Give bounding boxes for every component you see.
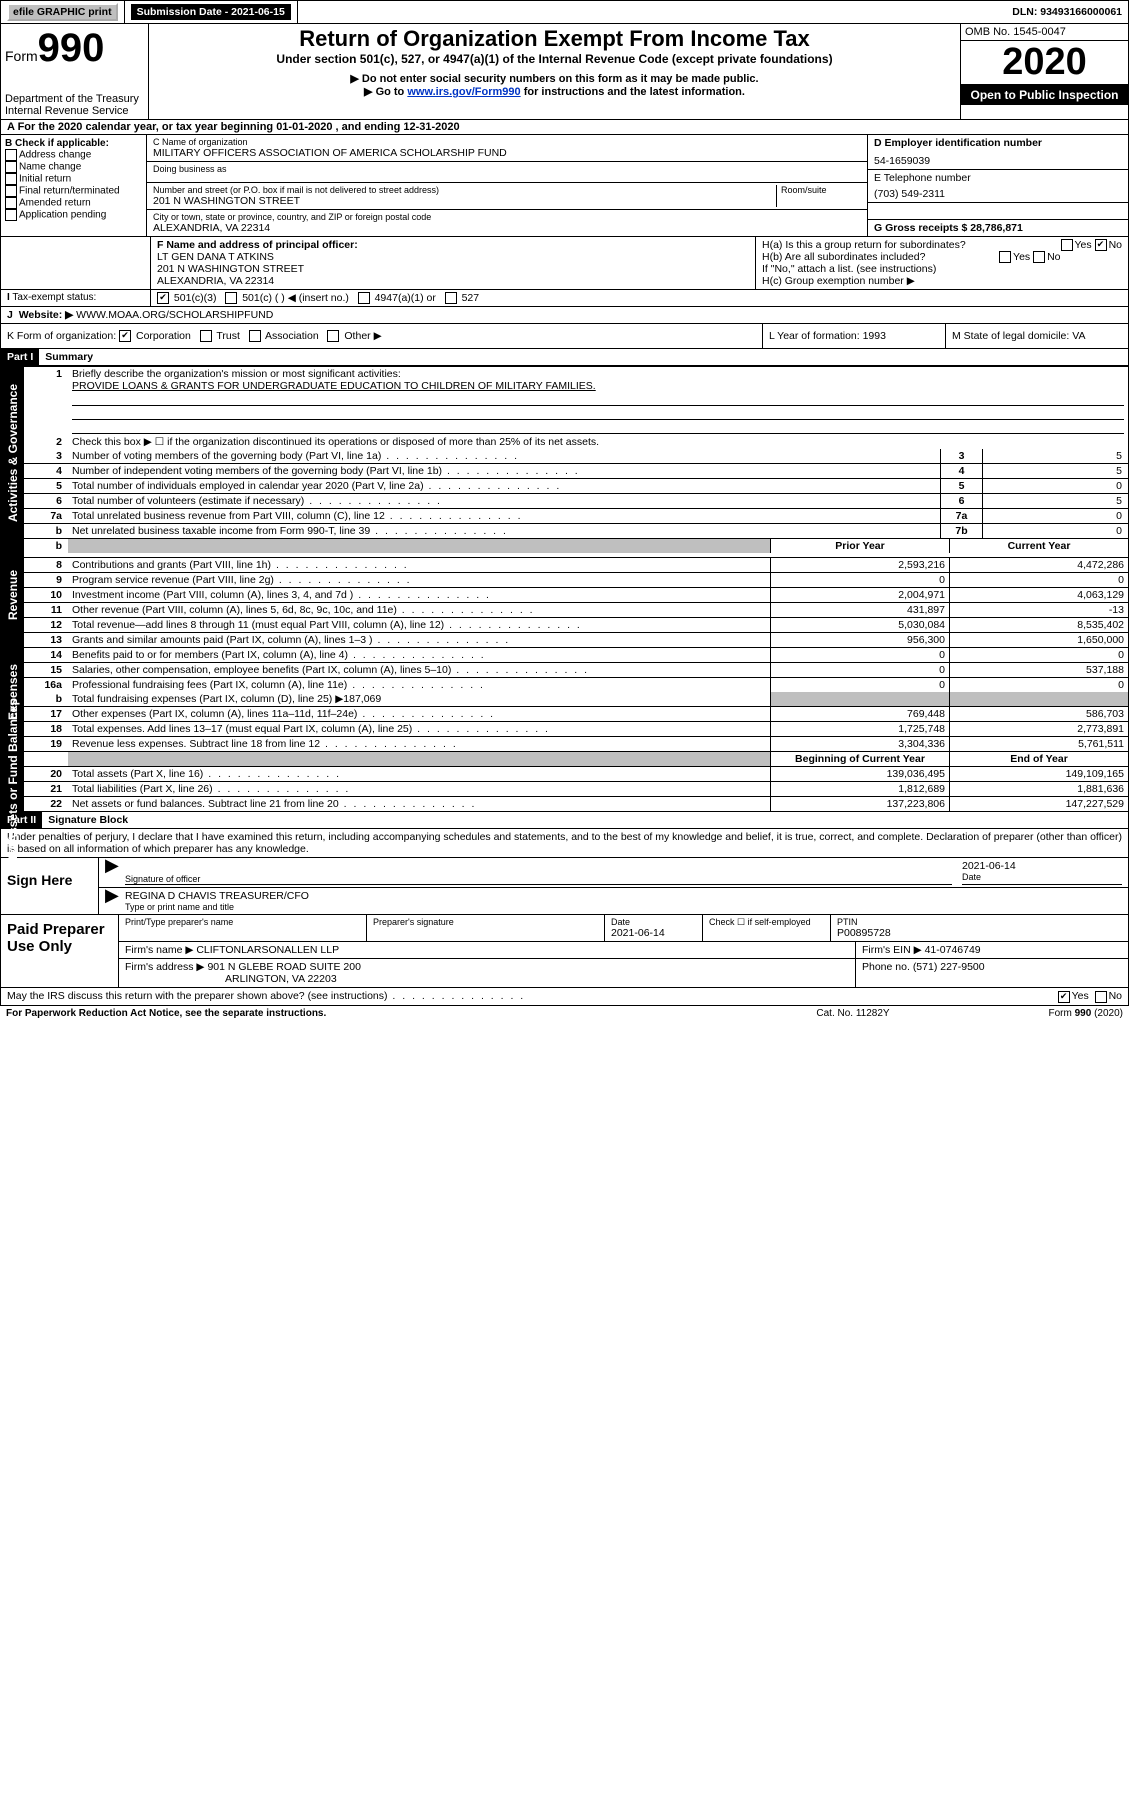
- officer-name: REGINA D CHAVIS TREASURER/CFO: [125, 890, 1122, 902]
- page-footer: For Paperwork Reduction Act Notice, see …: [0, 1006, 1129, 1021]
- dept-label: Department of the Treasury: [5, 93, 142, 105]
- perjury-text: Under penalties of perjury, I declare th…: [0, 829, 1129, 858]
- summary-row: 7a Total unrelated business revenue from…: [24, 509, 1128, 524]
- header-center: Return of Organization Exempt From Incom…: [149, 24, 961, 119]
- row-klm: K Form of organization: Corporation Trus…: [0, 324, 1129, 349]
- phone-label: E Telephone number: [874, 172, 1122, 184]
- ein-value: 54-1659039: [874, 155, 1122, 167]
- part1-header: Part I Summary: [0, 349, 1129, 366]
- form-header: Form990 Department of the Treasury Inter…: [0, 24, 1129, 120]
- form-subtitle: Under section 501(c), 527, or 4947(a)(1)…: [155, 52, 954, 66]
- summary-row: 21 Total liabilities (Part X, line 26) 1…: [24, 782, 1128, 797]
- phone-value: (703) 549-2311: [874, 188, 1122, 200]
- city-state-zip: ALEXANDRIA, VA 22314: [153, 222, 861, 234]
- spacer-left: [1, 237, 151, 289]
- summary-row: 18 Total expenses. Add lines 13–17 (must…: [24, 722, 1128, 737]
- expenses-section: Expenses 13 Grants and similar amounts p…: [0, 633, 1129, 752]
- summary-row: 9 Program service revenue (Part VIII, li…: [24, 573, 1128, 588]
- summary: Activities & Governance 1 Briefly descri…: [0, 366, 1129, 539]
- row-j: J Website: ▶ WWW.MOAA.ORG/SCHOLARSHIPFUN…: [0, 307, 1129, 324]
- row-f-h: F Name and address of principal officer:…: [0, 237, 1129, 290]
- firm-name: CLIFTONLARSONALLEN LLP: [196, 944, 339, 956]
- vtab-blank: [1, 539, 24, 557]
- summary-row: 15 Salaries, other compensation, employe…: [24, 663, 1128, 678]
- irs-discuss: May the IRS discuss this return with the…: [0, 988, 1129, 1005]
- irs-label: Internal Revenue Service: [5, 105, 142, 117]
- summary-row: 5 Total number of individuals employed i…: [24, 479, 1128, 494]
- submission-date: Submission Date - 2021-06-15: [125, 1, 298, 23]
- dba-label: Doing business as: [153, 164, 861, 174]
- summary-row: 12 Total revenue—add lines 8 through 11 …: [24, 618, 1128, 632]
- header-right: OMB No. 1545-0047 2020 Open to Public In…: [961, 24, 1128, 119]
- box-h: H(a) Is this a group return for subordin…: [755, 237, 1128, 289]
- summary-row: 4 Number of independent voting members o…: [24, 464, 1128, 479]
- city-label: City or town, state or province, country…: [153, 212, 861, 222]
- form-ref: Form 990 (2020): [943, 1008, 1123, 1019]
- summary-row: 11 Other revenue (Part VIII, column (A),…: [24, 603, 1128, 618]
- row-i: I Tax-exempt status: 501(c)(3) 501(c) ( …: [0, 290, 1129, 307]
- firm-phone: (571) 227-9500: [913, 961, 985, 973]
- net-section: Net Assets or Fund Balances Beginning of…: [0, 752, 1129, 812]
- dln: DLN: 93493166000061: [1006, 1, 1128, 23]
- org-name: MILITARY OFFICERS ASSOCIATION OF AMERICA…: [153, 147, 861, 159]
- ssn-note: ▶ Do not enter social security numbers o…: [155, 72, 954, 85]
- efile-graphic: efile GRAPHIC print: [1, 1, 125, 23]
- room-suite: Room/suite: [776, 185, 861, 207]
- summary-row: 20 Total assets (Part X, line 16) 139,03…: [24, 767, 1128, 782]
- goto-note: ▶ Go to www.irs.gov/Form990 for instruct…: [155, 85, 954, 98]
- summary-row: 19 Revenue less expenses. Subtract line …: [24, 737, 1128, 751]
- summary-row: 8 Contributions and grants (Part VIII, l…: [24, 558, 1128, 573]
- website-url: WWW.MOAA.ORG/SCHOLARSHIPFUND: [73, 309, 273, 321]
- gross-receipts: G Gross receipts $ 28,786,871: [874, 222, 1023, 234]
- summary-row: 22 Net assets or fund balances. Subtract…: [24, 797, 1128, 811]
- tax-year: 2020: [961, 41, 1128, 85]
- summary-row: 13 Grants and similar amounts paid (Part…: [24, 633, 1128, 648]
- box-f: F Name and address of principal officer:…: [151, 237, 755, 289]
- vtab-gov: Activities & Governance: [1, 367, 24, 538]
- sign-here: Sign Here ▶ Signature of officer 2021-06…: [0, 858, 1129, 915]
- org-name-label: C Name of organization: [153, 137, 861, 147]
- year-formation: L Year of formation: 1993: [762, 324, 945, 348]
- box-b: B Check if applicable: Address change Na…: [1, 135, 147, 236]
- top-bar: efile GRAPHIC print Submission Date - 20…: [0, 0, 1129, 24]
- ein-label: D Employer identification number: [874, 137, 1042, 149]
- irs-link[interactable]: www.irs.gov/Form990: [407, 86, 520, 98]
- firm-ein: 41-0746749: [925, 944, 981, 956]
- vtab-revenue: Revenue: [1, 558, 24, 632]
- vtab-net: Net Assets or Fund Balances: [1, 752, 24, 811]
- summary-row: b Net unrelated business taxable income …: [24, 524, 1128, 538]
- form-title: Return of Organization Exempt From Incom…: [155, 26, 954, 52]
- rev-header-row: b Prior Year Current Year: [0, 539, 1129, 558]
- summary-row: 3 Number of voting members of the govern…: [24, 449, 1128, 464]
- summary-row: 16a Professional fundraising fees (Part …: [24, 678, 1128, 692]
- boxes-deg: D Employer identification number 54-1659…: [867, 135, 1128, 236]
- summary-row: 6 Total number of volunteers (estimate i…: [24, 494, 1128, 509]
- part2-header: Part II Signature Block: [0, 812, 1129, 829]
- box-c: C Name of organization MILITARY OFFICERS…: [147, 135, 867, 236]
- street-address: 201 N WASHINGTON STREET: [153, 195, 776, 207]
- paid-preparer: Paid Preparer Use Only Print/Type prepar…: [0, 915, 1129, 988]
- addr-label: Number and street (or P.O. box if mail i…: [153, 185, 776, 195]
- public-inspection: Open to Public Inspection: [961, 85, 1128, 105]
- state-domicile: M State of legal domicile: VA: [945, 324, 1128, 348]
- spacer: [298, 1, 1006, 23]
- summary-row: 17 Other expenses (Part IX, column (A), …: [24, 707, 1128, 722]
- summary-row: 14 Benefits paid to or for members (Part…: [24, 648, 1128, 663]
- mission-text: PROVIDE LOANS & GRANTS FOR UNDERGRADUATE…: [72, 380, 596, 392]
- omb-no: OMB No. 1545-0047: [961, 24, 1128, 41]
- header-left: Form990 Department of the Treasury Inter…: [1, 24, 149, 119]
- line-a: A For the 2020 calendar year, or tax yea…: [0, 120, 1129, 135]
- summary-row: 10 Investment income (Part VIII, column …: [24, 588, 1128, 603]
- revenue-section: Revenue 8 Contributions and grants (Part…: [0, 558, 1129, 633]
- boxes-bcdeg: B Check if applicable: Address change Na…: [0, 135, 1129, 237]
